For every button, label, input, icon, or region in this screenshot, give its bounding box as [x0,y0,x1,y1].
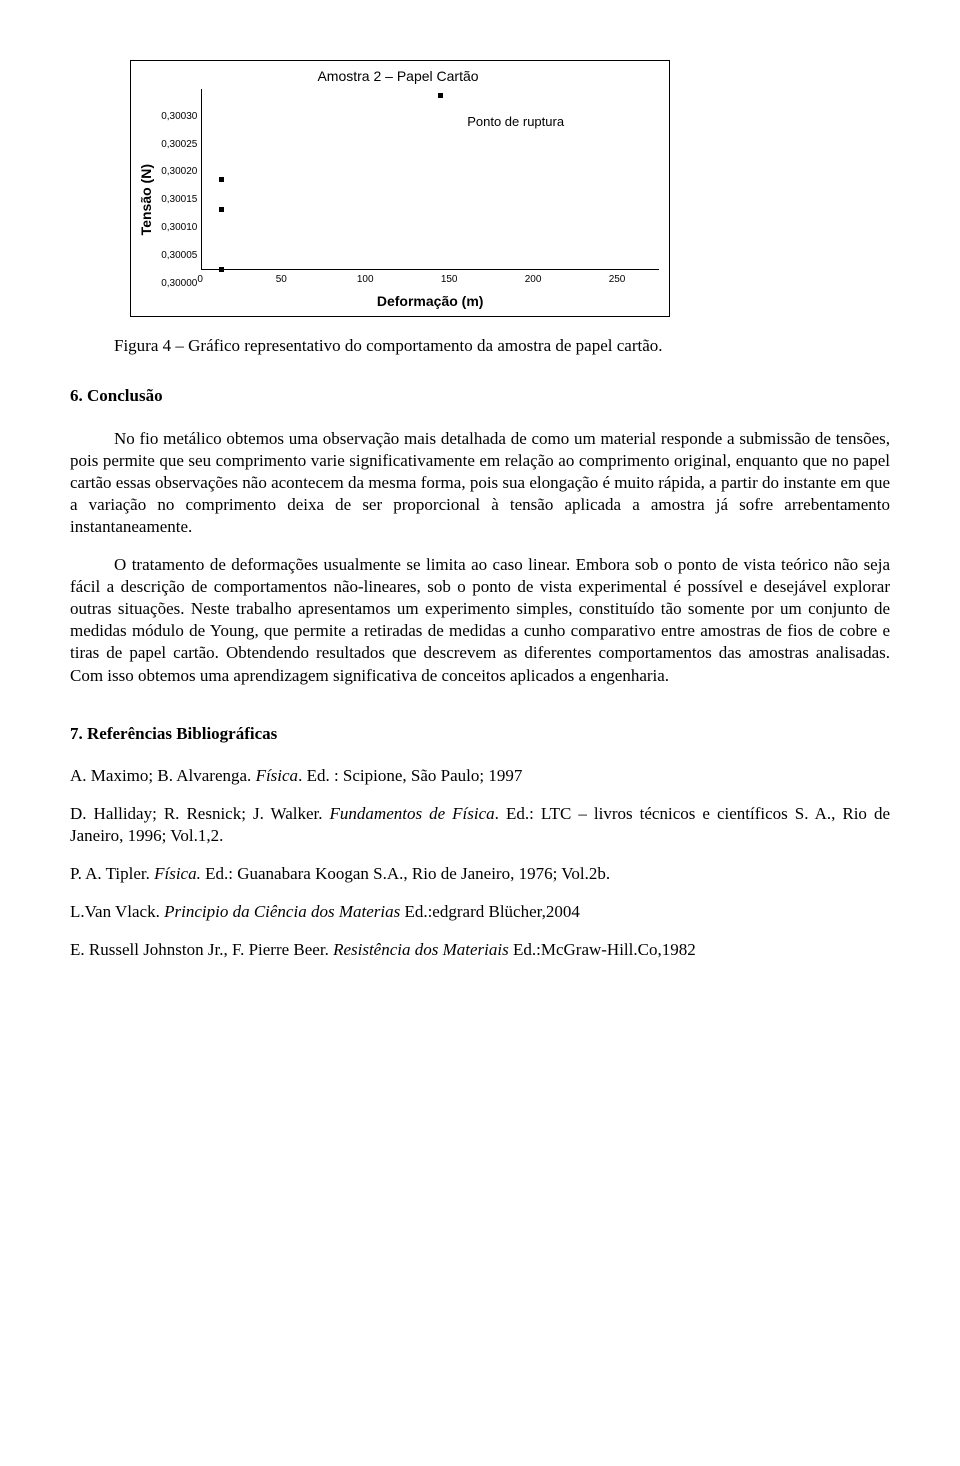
reference-1: A. Maximo; B. Alvarenga. Física. Ed. : S… [70,765,890,787]
plot-area: Ponto de ruptura [201,89,659,270]
ref-text: D. Halliday; R. Resnick; J. Walker. [70,804,330,823]
plot-wrap: Ponto de ruptura 0 50 100 150 200 250 De… [201,89,659,310]
chart-title: Amostra 2 – Papel Cartão [137,67,659,85]
ref-title: Fundamentos de Física [330,804,495,823]
xtick: 150 [407,273,491,286]
ref-title: Física [256,766,299,785]
ref-text: P. A. Tipler. [70,864,154,883]
data-point [219,177,224,182]
reference-4: L.Van Vlack. Principio da Ciência dos Ma… [70,901,890,923]
xtick: 100 [323,273,407,286]
ytick: 0,30030 [161,110,197,123]
ytick: 0,30005 [161,249,197,262]
ytick: 0,30025 [161,138,197,151]
ref-text: Ed.:edgrard Blücher,2004 [400,902,580,921]
ref-text: Ed.: Guanabara Koogan S.A., Rio de Janei… [201,864,610,883]
xtick: 50 [239,273,323,286]
ref-text: E. Russell Johnston Jr., F. Pierre Beer. [70,940,333,959]
reference-2: D. Halliday; R. Resnick; J. Walker. Fund… [70,803,890,847]
ref-text: . Ed. : Scipione, São Paulo; 1997 [298,766,522,785]
reference-3: P. A. Tipler. Física. Ed.: Guanabara Koo… [70,863,890,885]
data-point [438,93,443,98]
ytick: 0,30015 [161,193,197,206]
y-axis-label: Tensão (N) [137,164,155,235]
x-ticks: 0 50 100 150 200 250 [201,273,659,286]
figure-caption: Figura 4 – Gráfico representativo do com… [114,335,890,357]
xtick: 250 [575,273,659,286]
y-ticks: 0,30030 0,30025 0,30020 0,30015 0,30010 … [161,110,197,290]
data-point [219,207,224,212]
ytick: 0,30020 [161,165,197,178]
ref-text: A. Maximo; B. Alvarenga. [70,766,256,785]
rupture-label: Ponto de ruptura [467,114,564,131]
paragraph-1: No fio metálico obtemos uma observação m… [70,428,890,538]
x-axis-label: Deformação (m) [201,292,659,310]
paragraph-2: O tratamento de deformações usualmente s… [70,554,890,687]
section-6-heading: 6. Conclusão [70,385,890,407]
data-point [219,267,224,272]
ytick: 0,30010 [161,221,197,234]
xtick: 0 [197,273,239,286]
ref-title: Resistência dos Materiais [333,940,509,959]
xtick: 200 [491,273,575,286]
ref-text: Ed.:McGraw-Hill.Co,1982 [509,940,696,959]
ref-title: Física. [154,864,201,883]
ytick: 0,30000 [161,277,197,290]
chart-body: Tensão (N) 0,30030 0,30025 0,30020 0,300… [137,89,659,310]
references-heading: 7. Referências Bibliográficas [70,723,890,745]
reference-5: E. Russell Johnston Jr., F. Pierre Beer.… [70,939,890,961]
ref-text: L.Van Vlack. [70,902,164,921]
ref-title: Principio da Ciência dos Materias [164,902,400,921]
chart-figure: Amostra 2 – Papel Cartão Tensão (N) 0,30… [130,60,670,317]
